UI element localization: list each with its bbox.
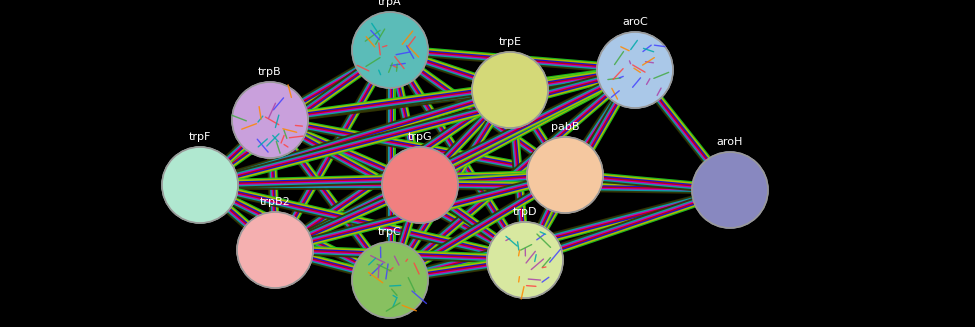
- Circle shape: [162, 147, 238, 223]
- Circle shape: [597, 32, 673, 108]
- Circle shape: [472, 52, 548, 128]
- Circle shape: [237, 212, 313, 288]
- Text: trpF: trpF: [189, 132, 212, 142]
- Circle shape: [382, 147, 458, 223]
- Text: trpD: trpD: [513, 207, 537, 217]
- Text: pabB: pabB: [551, 122, 579, 132]
- Text: trpC: trpC: [378, 227, 402, 237]
- Circle shape: [487, 222, 563, 298]
- Text: trpB: trpB: [258, 67, 282, 77]
- Circle shape: [352, 12, 428, 88]
- Text: trpB2: trpB2: [259, 197, 291, 207]
- Text: trpA: trpA: [378, 0, 402, 7]
- Text: aroH: aroH: [717, 137, 743, 147]
- Circle shape: [527, 137, 603, 213]
- Circle shape: [692, 152, 768, 228]
- Text: trpE: trpE: [498, 37, 522, 47]
- Text: trpG: trpG: [408, 132, 432, 142]
- Circle shape: [232, 82, 308, 158]
- Text: aroC: aroC: [622, 17, 647, 27]
- Circle shape: [352, 242, 428, 318]
